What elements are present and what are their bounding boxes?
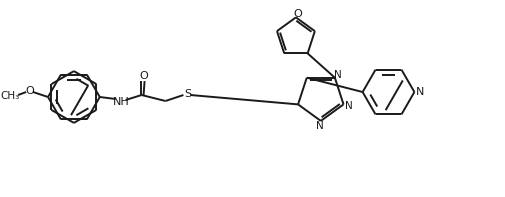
Text: O: O: [139, 71, 148, 81]
Text: N: N: [334, 70, 342, 80]
Text: CH₃: CH₃: [1, 91, 20, 101]
Text: S: S: [184, 89, 191, 99]
Text: N: N: [416, 87, 425, 97]
Text: N: N: [344, 101, 352, 111]
Text: N: N: [316, 121, 324, 131]
Text: O: O: [293, 9, 302, 19]
Text: NH: NH: [113, 97, 130, 107]
Text: O: O: [26, 86, 34, 96]
